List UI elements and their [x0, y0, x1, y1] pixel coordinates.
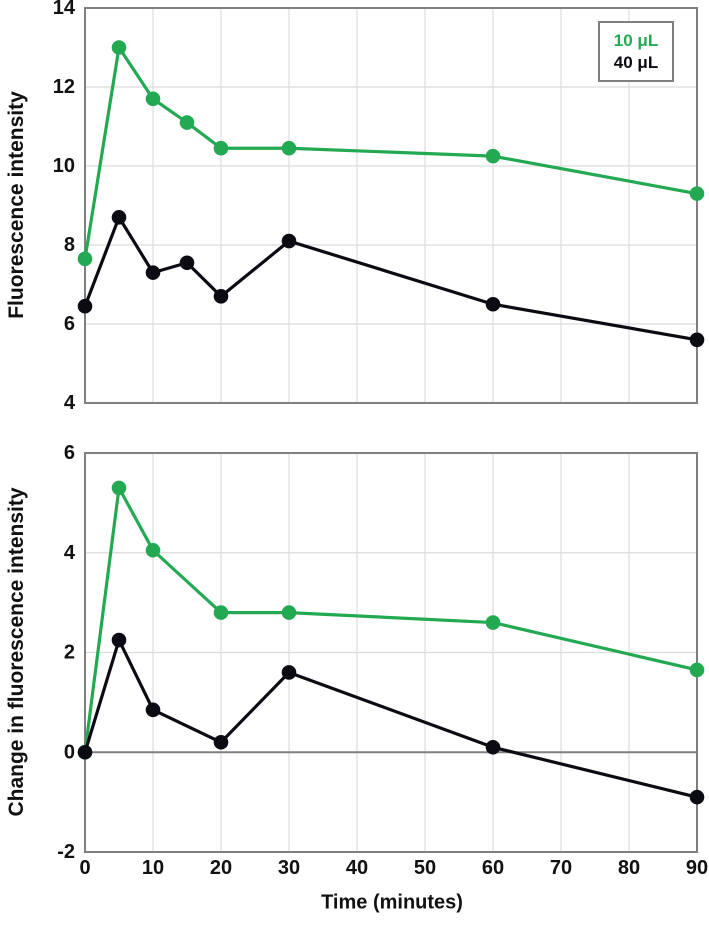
series-line — [83, 638, 699, 799]
series-line — [83, 215, 699, 342]
data-point-marker — [485, 739, 501, 755]
data-point-marker — [281, 605, 297, 620]
data-point-marker — [689, 662, 705, 678]
data-point-marker — [179, 115, 195, 130]
x-tick-label: 20 — [210, 857, 232, 879]
data-point-marker — [145, 542, 161, 558]
data-point-marker — [111, 480, 127, 496]
data-point-marker — [145, 702, 161, 718]
y-axis-label-change-in-fluorescence-intensity: Change in fluorescence intensity — [5, 487, 28, 817]
y-tick-label: 10 — [53, 155, 75, 177]
data-point-marker — [485, 148, 501, 164]
series-line — [83, 486, 699, 754]
y-tick-label: 0 — [64, 741, 75, 763]
x-tick-label: 40 — [346, 857, 368, 879]
x-tick-label: 50 — [414, 857, 436, 879]
y-tick-label: 6 — [64, 313, 75, 335]
x-axis-label-time-minutes: Time (minutes) — [321, 891, 463, 914]
series-line — [83, 45, 699, 261]
data-point-marker — [145, 91, 161, 107]
x-tick-label: 30 — [278, 857, 300, 879]
data-point-marker — [179, 255, 195, 271]
y-tick-label: 4 — [64, 392, 76, 414]
y-tick-label: 6 — [64, 442, 75, 464]
x-tick-label: 90 — [686, 857, 708, 879]
legend: 10 μL 40 μL — [598, 21, 674, 82]
data-point-marker — [689, 789, 705, 805]
y-tick-label: 2 — [64, 642, 75, 664]
x-tick-label: 10 — [142, 857, 164, 879]
data-point-marker — [77, 251, 93, 267]
data-point-marker — [213, 605, 229, 620]
data-point-marker — [77, 298, 93, 314]
data-point-marker — [213, 289, 229, 304]
x-tick-label: 0 — [79, 857, 90, 879]
legend-item-40ul: 40 μL — [613, 53, 659, 72]
data-point-marker — [111, 40, 127, 55]
y-tick-label: -2 — [57, 841, 75, 863]
y-tick-label: 8 — [64, 234, 75, 256]
data-point-marker — [281, 665, 297, 680]
data-point-marker — [689, 332, 705, 348]
data-point-marker — [281, 140, 297, 156]
data-point-marker — [111, 210, 127, 225]
y-tick-label: 12 — [53, 76, 75, 98]
x-tick-label: 60 — [482, 857, 504, 879]
y-tick-label: 14 — [53, 0, 76, 19]
data-point-marker — [281, 233, 297, 249]
plot-border — [84, 7, 698, 404]
y-axis-label-fluorescence-intensity: Fluorescence intensity — [5, 91, 28, 319]
data-point-marker — [485, 615, 501, 630]
data-point-marker — [689, 186, 705, 201]
y-tick-label: 4 — [64, 542, 76, 564]
data-point-marker — [213, 734, 229, 750]
data-point-marker — [213, 140, 229, 156]
x-tick-label: 80 — [618, 857, 640, 879]
x-tick-label: 70 — [550, 857, 572, 879]
data-point-marker — [485, 296, 501, 312]
plot-border — [84, 452, 698, 853]
data-point-marker — [111, 632, 127, 648]
data-point-marker — [77, 744, 93, 760]
legend-item-10ul: 10 μL — [613, 30, 659, 50]
data-point-marker — [145, 265, 161, 280]
